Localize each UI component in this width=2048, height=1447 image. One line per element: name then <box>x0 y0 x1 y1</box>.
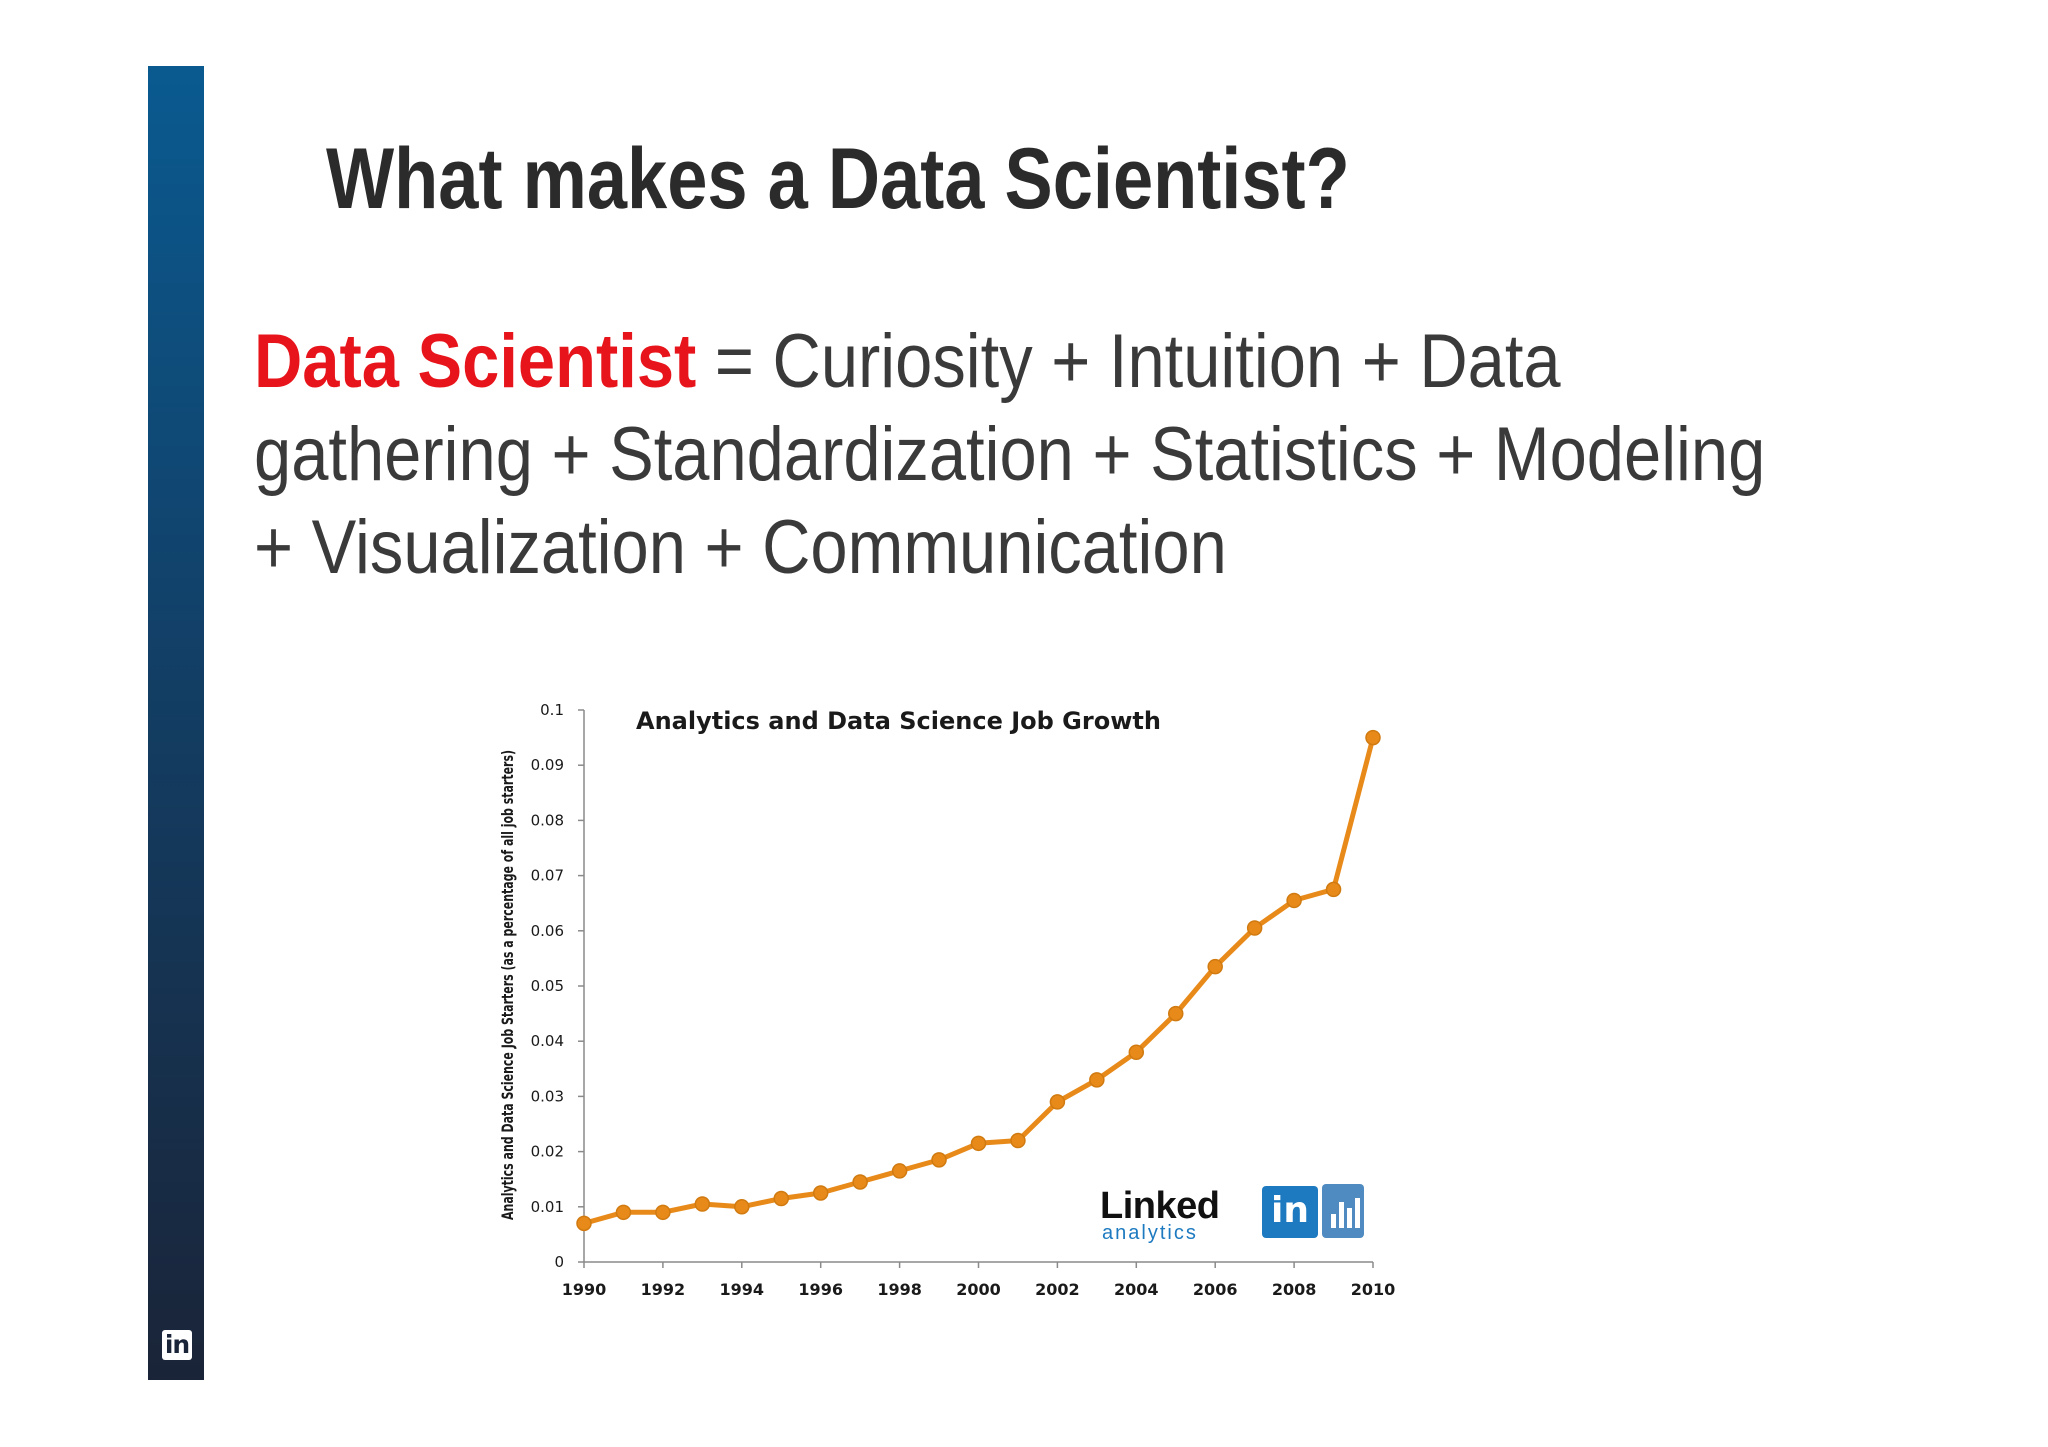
y-axis-label: Analytics and Data Science Job Starters … <box>498 750 517 1220</box>
data-point <box>694 1196 711 1212</box>
data-point <box>1325 881 1342 898</box>
data-point <box>773 1190 789 1207</box>
data-point <box>576 1215 592 1232</box>
linkedin-analytics-logo: Linked in analytics <box>1100 1184 1370 1244</box>
x-tick-label: 1992 <box>641 1280 686 1299</box>
y-tick-label: 0.06 <box>531 922 564 940</box>
analytics-bars-icon <box>1322 1184 1364 1238</box>
series-layer <box>576 729 1381 1232</box>
x-tick-label: 2000 <box>956 1280 1001 1299</box>
y-tick-label: 0.01 <box>531 1198 564 1216</box>
y-tick-label: 0.1 <box>540 701 564 719</box>
y-tick-label: 0.03 <box>531 1087 564 1105</box>
data-point <box>655 1204 671 1221</box>
x-tick-label: 1994 <box>720 1280 765 1299</box>
data-point <box>1049 1094 1066 1110</box>
definition-line-3: + Visualization + Communication <box>254 505 1227 590</box>
x-tick-label: 2002 <box>1035 1280 1080 1299</box>
linkedin-logo-sub: analytics <box>1102 1222 1198 1244</box>
data-point <box>1365 729 1381 746</box>
data-point <box>1089 1072 1105 1088</box>
data-point <box>1010 1132 1026 1149</box>
definition-text: Data Scientist = Curiosity + Intuition +… <box>254 315 1838 594</box>
linkedin-logo-icon: in <box>162 1330 192 1360</box>
y-tick-label: 0.02 <box>531 1143 564 1161</box>
definition-line-1-rest: = Curiosity + Intuition + Data <box>696 319 1561 404</box>
data-point <box>1207 958 1223 975</box>
y-tick-label: 0.07 <box>531 867 564 885</box>
definition-line-2: gathering + Standardization + Statistics… <box>254 412 1766 497</box>
data-point <box>734 1199 750 1215</box>
y-tick-label: 0.04 <box>531 1032 564 1050</box>
data-point <box>970 1135 987 1152</box>
x-tick-label: 2006 <box>1193 1280 1238 1299</box>
y-tick-label: 0.05 <box>531 977 564 995</box>
x-tick-label: 1990 <box>562 1280 607 1299</box>
data-point <box>812 1185 829 1201</box>
data-point <box>1246 920 1263 936</box>
data-point <box>1128 1044 1145 1060</box>
data-point <box>891 1163 908 1179</box>
y-tick-label: 0.09 <box>531 756 564 774</box>
data-point <box>1286 892 1302 909</box>
linkedin-in-badge-icon: in <box>1262 1186 1318 1238</box>
sidebar-accent-bar: in <box>148 66 204 1380</box>
x-tick-label: 2010 <box>1351 1280 1396 1299</box>
y-tick-label: 0 <box>554 1253 564 1271</box>
y-tick-label: 0.08 <box>531 811 564 829</box>
data-point <box>852 1174 868 1190</box>
linkedin-logo-word: Linked <box>1100 1185 1220 1227</box>
data-point <box>1168 1005 1184 1022</box>
x-tick-label: 1996 <box>798 1280 843 1299</box>
data-point <box>931 1152 947 1168</box>
definition-term: Data Scientist <box>254 319 697 404</box>
slide-title: What makes a Data Scientist? <box>326 131 1350 227</box>
chart-title: Analytics and Data Science Job Growth <box>636 707 1161 735</box>
axes-layer: 0 0.01 0.02 0.03 0.04 0.05 0.06 0.07 0.08 0.09 0.1… <box>531 701 1396 1299</box>
x-tick-label: 1998 <box>877 1280 922 1299</box>
data-point <box>615 1204 632 1221</box>
x-tick-label: 2008 <box>1272 1280 1317 1299</box>
definition-line-1: Data Scientist = Curiosity + Intuition +… <box>254 315 1838 408</box>
x-tick-label: 2004 <box>1114 1280 1159 1299</box>
